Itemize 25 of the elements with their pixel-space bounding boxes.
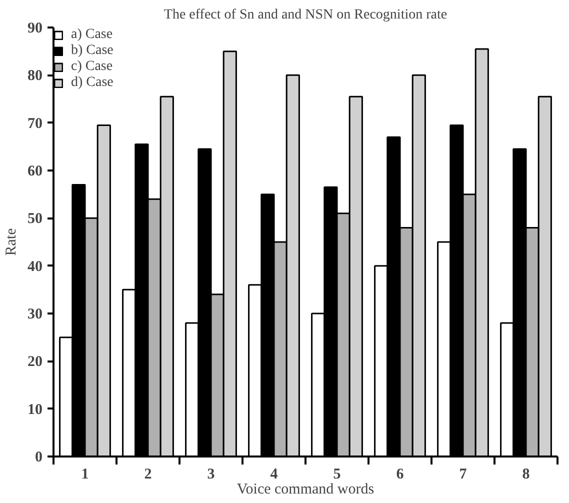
x-tick-label: 1 <box>81 466 89 482</box>
x-tick-label: 2 <box>144 466 152 482</box>
legend-label: d) Case <box>71 75 114 91</box>
chart-title: The effect of Sn and and NSN on Recognition rate <box>164 8 448 22</box>
y-tick-label: 80 <box>28 68 42 84</box>
x-tick-label: 6 <box>396 466 404 482</box>
y-tick-label: 20 <box>28 354 42 370</box>
y-tick-label: 70 <box>28 116 42 132</box>
y-axis-title: Rate <box>4 228 20 256</box>
x-tick-label: 5 <box>333 466 341 482</box>
x-tick-label: 3 <box>207 466 215 482</box>
y-tick-label: 30 <box>28 306 42 322</box>
legend-label: b) Case <box>71 43 114 59</box>
y-tick-label: 0 <box>35 450 42 466</box>
y-tick-label: 40 <box>28 258 42 275</box>
y-tick-label: 90 <box>28 20 42 36</box>
legend-label: a) Case <box>71 27 113 43</box>
x-tick-label: 8 <box>522 466 530 482</box>
x-axis-title: Voice command words <box>236 482 374 498</box>
y-tick-label: 50 <box>28 211 42 228</box>
legend-label: c) Case <box>71 59 113 75</box>
x-tick-label: 7 <box>459 466 468 482</box>
y-tick-label: 10 <box>28 402 42 418</box>
x-tick-label: 4 <box>270 466 278 482</box>
y-tick-label: 60 <box>28 164 42 180</box>
